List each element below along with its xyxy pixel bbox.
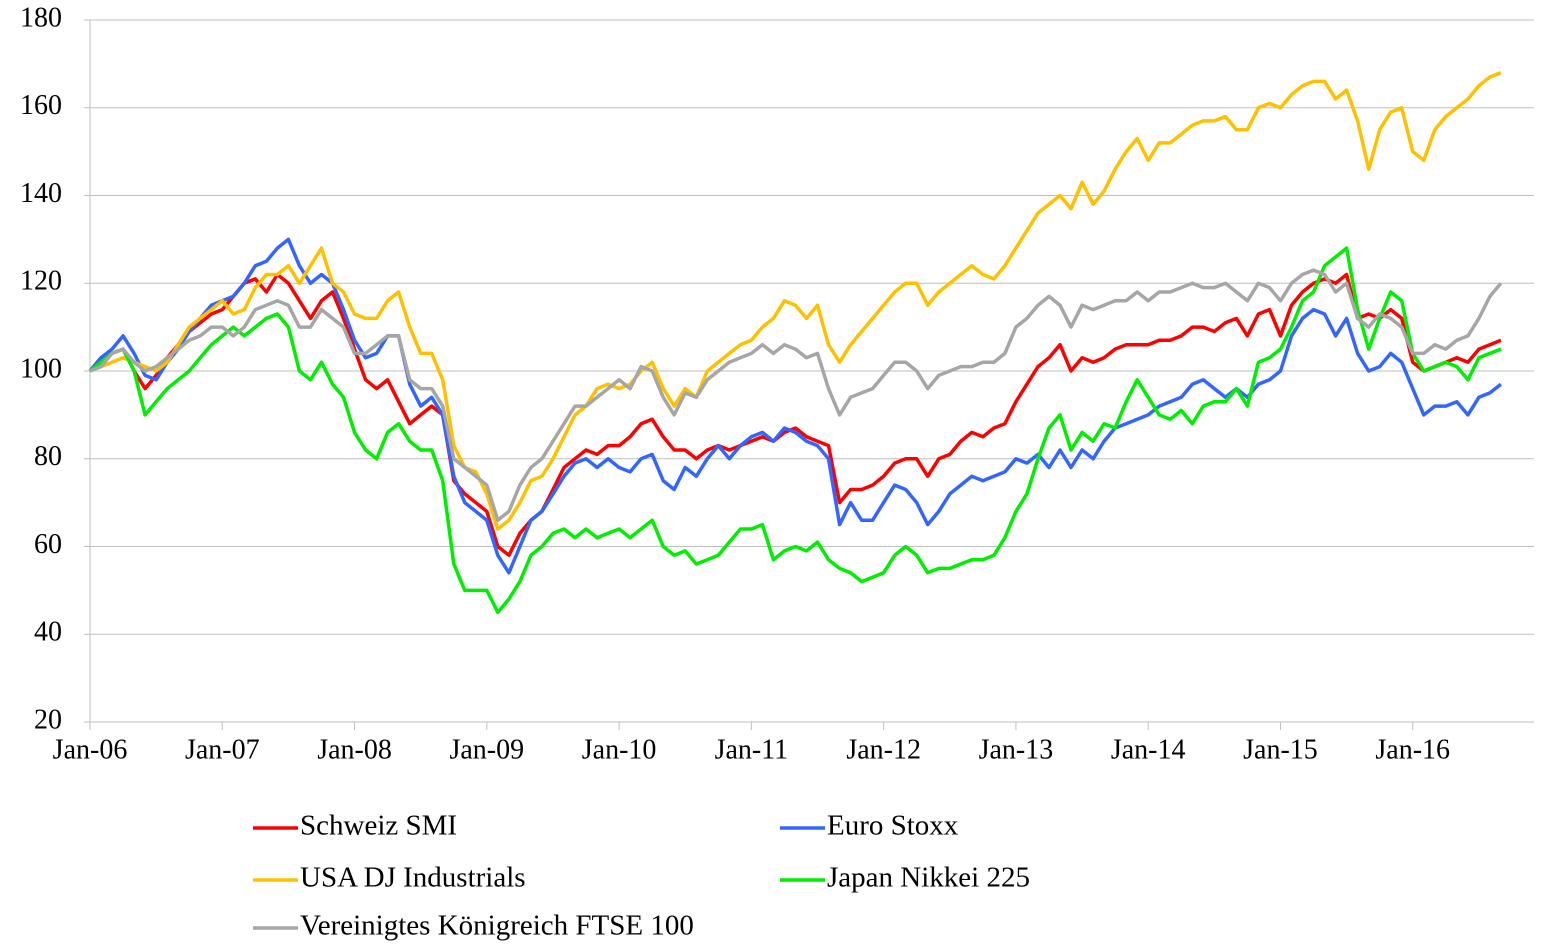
- y-tick-label: 180: [20, 2, 62, 33]
- y-tick-label: 120: [20, 266, 62, 297]
- series-line: [89, 268, 1503, 522]
- series-line: [88, 246, 1502, 615]
- legend: Schweiz SMI Euro Stoxx USA DJ Industrials J…: [253, 810, 1030, 942]
- series-line: [89, 70, 1502, 531]
- y-tick-label: 20: [34, 704, 62, 735]
- x-tick-label: Jan-16: [1375, 734, 1450, 765]
- legend-label: Euro Stoxx: [827, 810, 959, 842]
- x-tick-label: Jan-08: [317, 734, 392, 765]
- x-tick-label: Jan-13: [979, 734, 1054, 765]
- x-tick-label: Jan-15: [1243, 734, 1318, 765]
- series-line: [88, 237, 1502, 575]
- y-tick-label: 100: [20, 353, 62, 384]
- legend-label: Vereinigtes Königreich FTSE 100: [300, 910, 694, 942]
- y-tick-label: 160: [20, 90, 62, 121]
- x-tick-label: Jan-12: [846, 734, 921, 765]
- legend-label: Japan Nikkei 225: [827, 862, 1030, 894]
- x-tick-label: Jan-11: [715, 734, 789, 765]
- legend-label: Schweiz SMI: [300, 810, 457, 842]
- series-line: [88, 272, 1502, 558]
- y-tick-label: 40: [34, 617, 62, 648]
- legend-label: USA DJ Industrials: [300, 862, 526, 894]
- y-tick-label: 140: [20, 178, 62, 209]
- x-tick-label: Jan-07: [185, 734, 260, 765]
- y-tick-label: 60: [34, 529, 62, 560]
- x-tick-label: Jan-09: [449, 734, 524, 765]
- x-tick-label: Jan-14: [1111, 734, 1186, 765]
- x-tick-label: Jan-06: [53, 734, 128, 765]
- y-tick-label: 80: [34, 441, 62, 472]
- x-tick-label: Jan-10: [582, 734, 657, 765]
